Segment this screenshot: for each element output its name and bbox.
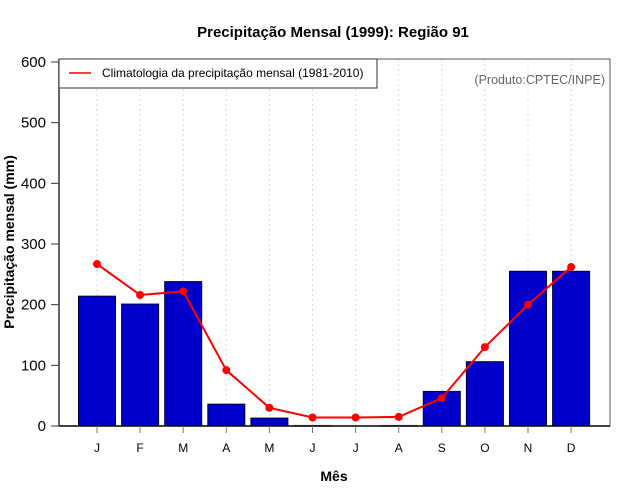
chart-title: Precipitação Mensal (1999): Região 91 xyxy=(197,24,469,41)
y-tick-label: 600 xyxy=(21,54,46,71)
x-tick-label: S xyxy=(438,441,446,455)
y-axis: 0 100 200 300 400 500 600 xyxy=(21,54,59,435)
climatology-point-3 xyxy=(179,287,188,296)
bar-4 xyxy=(207,403,246,427)
y-tick-label: 500 xyxy=(21,115,46,132)
legend: Climatologia da precipitação mensal (198… xyxy=(58,58,378,89)
climatology-point-5 xyxy=(265,403,274,412)
x-tick-label: O xyxy=(480,441,489,455)
y-tick-label: 100 xyxy=(21,357,46,374)
x-tick-label: N xyxy=(524,441,533,455)
climatology-series xyxy=(93,260,576,422)
bar-12 xyxy=(552,270,591,427)
y-axis-label: Precipitação mensal (mm) xyxy=(1,155,17,329)
legend-box xyxy=(58,58,378,89)
bar-1 xyxy=(78,295,116,427)
bar-5 xyxy=(250,417,289,427)
x-tick-label: F xyxy=(136,441,143,455)
climatology-line xyxy=(96,263,572,419)
y-tick-label: 0 xyxy=(38,418,46,435)
x-tick-label: D xyxy=(567,441,576,455)
product-credit: (Produto:CPTEC/INPE) xyxy=(474,73,605,87)
y-tick-label: 400 xyxy=(21,175,46,192)
climatology-point-2 xyxy=(136,290,145,299)
climatology-point-7 xyxy=(351,413,360,422)
climatology-point-1 xyxy=(93,260,101,269)
x-tick-label: A xyxy=(395,441,403,455)
climatology-point-12 xyxy=(567,263,576,272)
y-tick-label: 300 xyxy=(21,236,46,253)
x-tick-label: M xyxy=(178,441,188,455)
climatology-point-6 xyxy=(308,413,317,422)
climatology-point-11 xyxy=(524,300,532,309)
x-tick-label: M xyxy=(264,441,274,455)
legend-entry-climatology: Climatologia da precipitação mensal (198… xyxy=(102,66,363,80)
bar-3 xyxy=(164,281,203,427)
x-tick-label: J xyxy=(310,441,316,455)
bars xyxy=(78,270,591,427)
x-tick-label: A xyxy=(222,441,230,455)
x-tick-label: J xyxy=(353,441,359,455)
y-tick-label: 200 xyxy=(21,297,46,314)
climatology-point-4 xyxy=(222,366,231,375)
climatology-point-8 xyxy=(394,412,403,421)
climatology-point-9 xyxy=(437,394,446,403)
x-tick-label: J xyxy=(94,441,100,455)
climatology-point-10 xyxy=(480,343,489,352)
bar-10 xyxy=(465,361,504,427)
bar-2 xyxy=(121,303,160,427)
x-axis-label: Mês xyxy=(320,468,347,484)
